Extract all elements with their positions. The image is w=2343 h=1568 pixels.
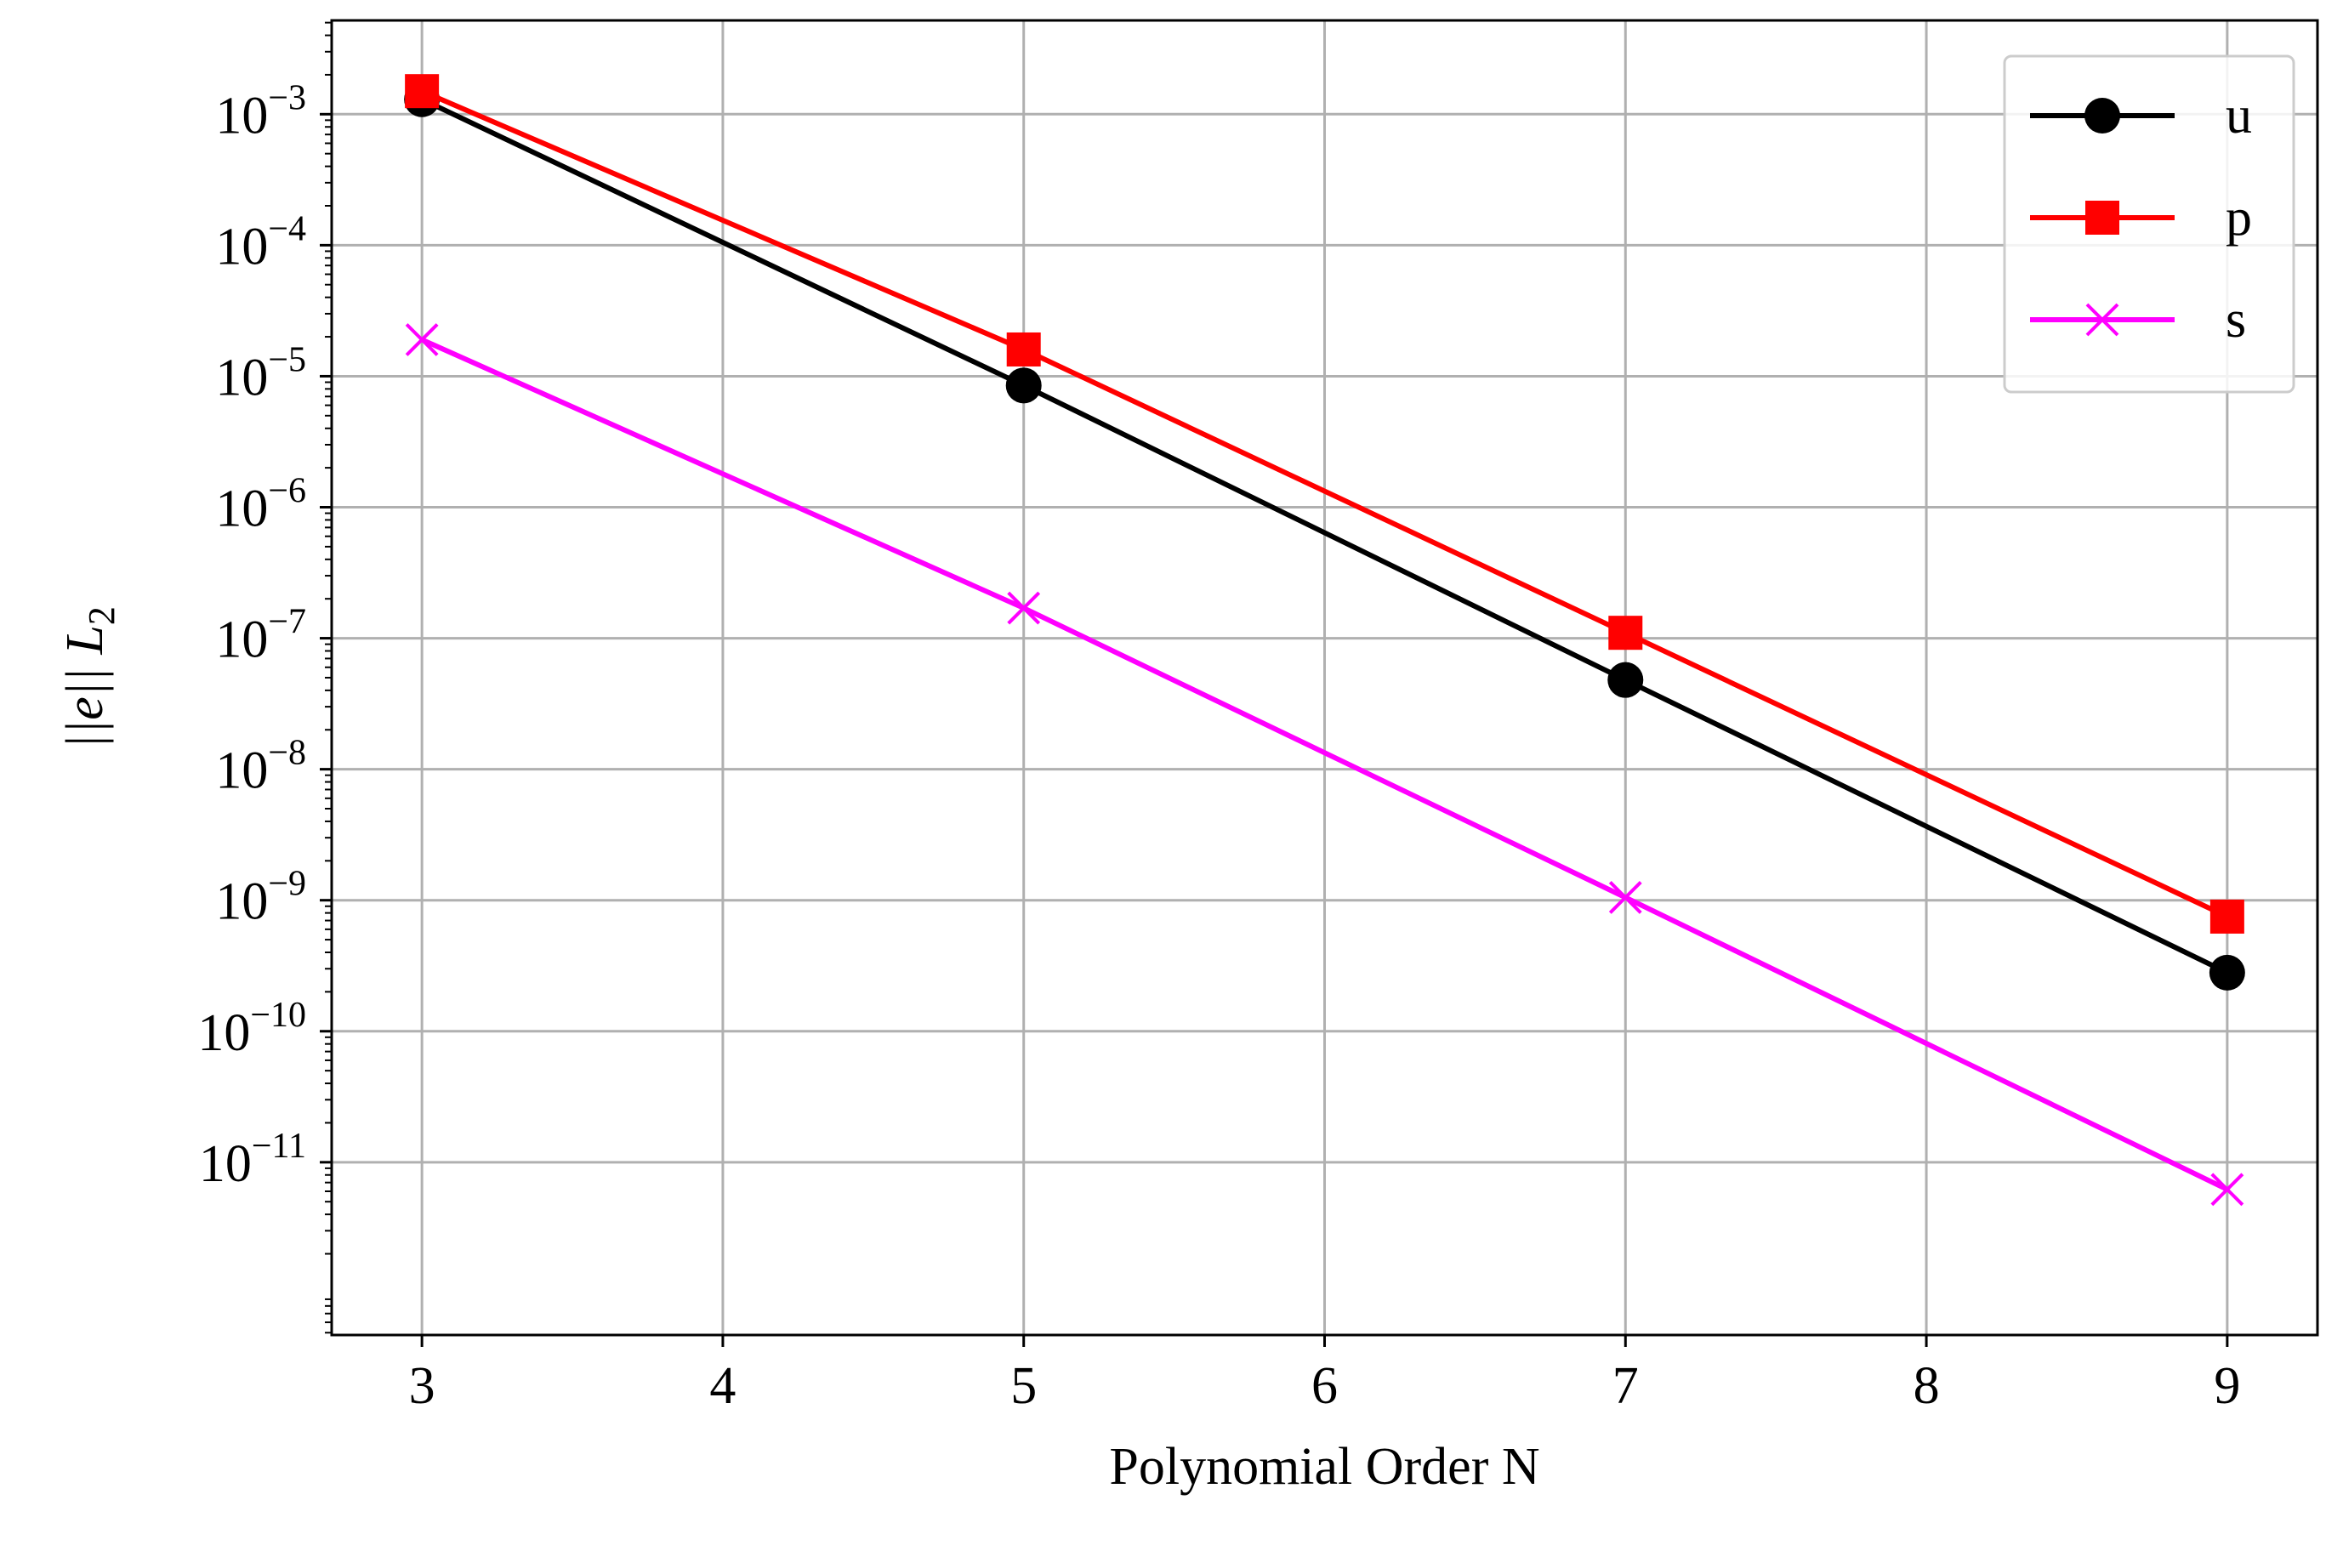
ticks: [320, 21, 2229, 1347]
legend-label: s: [2226, 291, 2246, 349]
legend-label: p: [2226, 189, 2252, 247]
x-tick-label: 7: [1612, 1357, 1639, 1415]
marker-stroke: [2085, 303, 2119, 337]
x-axis-label: Polynomial Order N: [1109, 1438, 1539, 1496]
data-point-p: [1006, 332, 1041, 366]
x-tick-label: 3: [409, 1357, 435, 1415]
y-tick-label: 10−11: [199, 1127, 306, 1193]
y-tick-label: 10−3: [215, 78, 306, 145]
series-line-u: [420, 97, 2229, 975]
series-line-s: [420, 337, 2229, 1192]
data-point-p: [2209, 899, 2244, 934]
legend-marker: [2085, 303, 2119, 337]
data-point-p: [1608, 616, 1643, 650]
series-p: [405, 74, 2244, 934]
legend-entry-u: u: [2030, 87, 2252, 145]
x-tick-label: 9: [2214, 1357, 2240, 1415]
data-point-s: [2210, 1173, 2244, 1207]
y-axis-label: ||e|| L2: [56, 606, 122, 749]
marker-stroke: [1007, 591, 1041, 625]
y-tick-label: 10−5: [215, 340, 306, 406]
legend-entry-p: p: [2030, 189, 2252, 247]
legend-marker: [2085, 201, 2119, 235]
y-tick-label: 10−6: [215, 472, 306, 538]
y-tick-label: 10−10: [197, 996, 306, 1062]
y-tick-label: 10−7: [215, 603, 306, 669]
y-tick-label: 10−9: [215, 865, 306, 931]
legend-box: [2003, 54, 2295, 394]
marker-stroke: [405, 323, 439, 356]
data-point-u: [1005, 367, 1042, 404]
tick-labels: 3 4 5 6 7 8 9 10−3 10−4 10−5 10−6 10−7 10−8 10−9 10−10…: [197, 78, 2240, 1415]
y-tick-label: 10−8: [215, 734, 306, 800]
marker-stroke: [2210, 1173, 2244, 1207]
legend-marker: [2084, 98, 2120, 134]
data-point-s: [1608, 881, 1642, 914]
marker-stroke: [1608, 881, 1642, 914]
data-point-u: [2209, 954, 2245, 991]
series-layer: [404, 74, 2245, 1207]
data-point-u: [1607, 662, 1644, 698]
data-point-s: [405, 323, 439, 356]
x-tick-label: 6: [1311, 1357, 1338, 1415]
x-tick-label: 5: [1010, 1357, 1037, 1415]
series-s: [405, 323, 2244, 1207]
y-tick-label: 10−4: [215, 209, 306, 276]
legend: ups: [2003, 54, 2295, 394]
legend-entry-s: s: [2030, 291, 2246, 349]
series-line-p: [420, 88, 2229, 919]
x-tick-label: 4: [709, 1357, 736, 1415]
legend-label: u: [2226, 87, 2252, 145]
data-point-p: [405, 74, 440, 109]
data-point-s: [1007, 591, 1041, 625]
x-tick-label: 8: [1914, 1357, 1940, 1415]
